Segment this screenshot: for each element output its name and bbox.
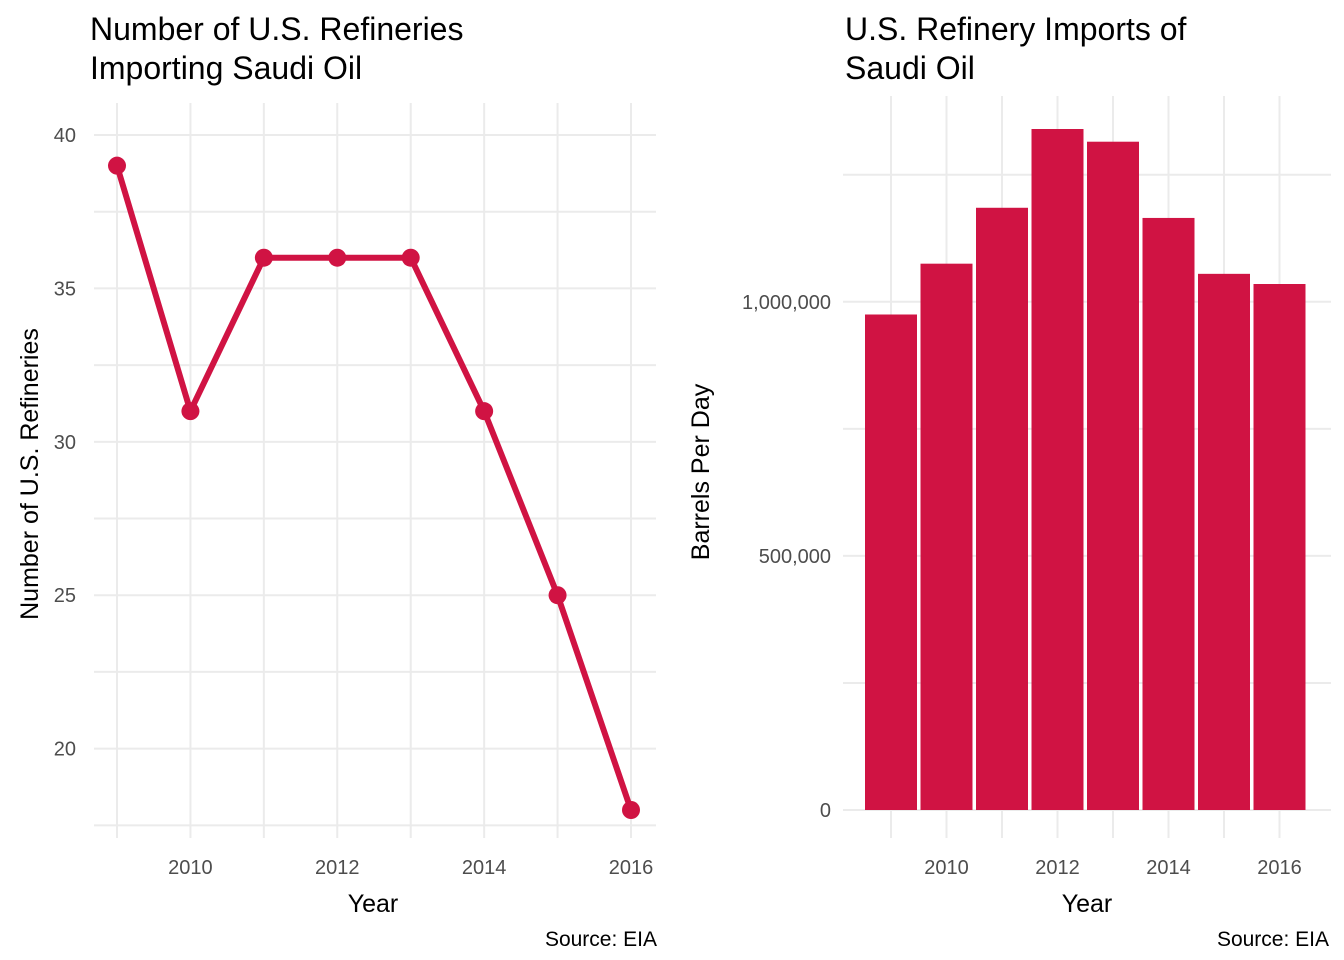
right-y-tick-label: 0 xyxy=(820,800,831,822)
left-y-tick-label: 25 xyxy=(54,585,76,607)
left-x-tick-label: 2014 xyxy=(462,857,507,879)
right-caption: Source: EIA xyxy=(1217,928,1329,951)
right-x-tick-label: 2016 xyxy=(1257,857,1302,879)
refineries-point xyxy=(622,801,640,819)
refineries-point xyxy=(548,586,567,605)
left-x-tick-label: 2010 xyxy=(168,857,213,879)
refineries-point xyxy=(401,248,420,267)
imports-bar xyxy=(1087,141,1139,811)
imports-bar xyxy=(865,314,917,810)
refineries-point xyxy=(328,248,347,267)
left-caption: Source: EIA xyxy=(545,928,657,951)
imports-bar xyxy=(920,263,973,810)
refineries-points xyxy=(108,156,640,819)
right-x-tick-label: 2012 xyxy=(1035,857,1080,879)
left-y-axis-title: Number of U.S. Refineries xyxy=(16,328,44,620)
refineries-point xyxy=(108,156,126,175)
right-x-tick-label: 2010 xyxy=(924,857,969,879)
left-y-tick-label: 35 xyxy=(54,278,76,300)
left-gridlines xyxy=(94,103,656,838)
right-title-line-2: Saudi Oil xyxy=(845,50,975,86)
left-x-tick-label: 2016 xyxy=(609,857,654,879)
right-y-tick-label: 500,000 xyxy=(759,546,831,568)
right-title-line-1: U.S. Refinery Imports of xyxy=(845,11,1187,47)
refineries-count-chart: Number of U.S. Refineries Importing Saud… xyxy=(16,11,657,951)
left-title-line-2: Importing Saudi Oil xyxy=(90,50,362,86)
right-y-axis-title: Barrels Per Day xyxy=(687,383,715,560)
left-y-tick-labels: 20 25 30 35 40 xyxy=(54,125,76,761)
refineries-point xyxy=(254,248,273,267)
imports-bar xyxy=(1142,217,1195,810)
imports-barrels-chart: U.S. Refinery Imports of Saudi Oil 0 500,… xyxy=(687,11,1331,951)
imports-bar xyxy=(1198,273,1250,810)
right-x-axis-title: Year xyxy=(1062,890,1113,918)
imports-bar xyxy=(976,207,1028,810)
imports-bar xyxy=(1253,284,1306,810)
left-x-axis-title: Year xyxy=(348,890,399,918)
left-x-tick-labels: 2010 2012 2014 2016 xyxy=(168,857,653,879)
left-x-tick-label: 2012 xyxy=(315,857,360,879)
refineries-line xyxy=(114,162,634,813)
right-x-tick-label: 2014 xyxy=(1146,857,1191,879)
left-y-tick-label: 30 xyxy=(54,432,76,454)
refineries-point xyxy=(475,402,494,421)
left-y-tick-label: 20 xyxy=(54,739,76,761)
left-title-line-1: Number of U.S. Refineries xyxy=(90,11,463,47)
imports-bars xyxy=(865,129,1306,811)
right-x-tick-labels: 2010 2012 2014 2016 xyxy=(924,857,1302,879)
refineries-point xyxy=(181,402,200,421)
right-y-tick-labels: 0 500,000 1,000,000 xyxy=(742,292,831,822)
left-y-tick-label: 40 xyxy=(54,125,76,147)
right-y-tick-label: 1,000,000 xyxy=(742,292,831,314)
imports-bar xyxy=(1031,129,1084,810)
